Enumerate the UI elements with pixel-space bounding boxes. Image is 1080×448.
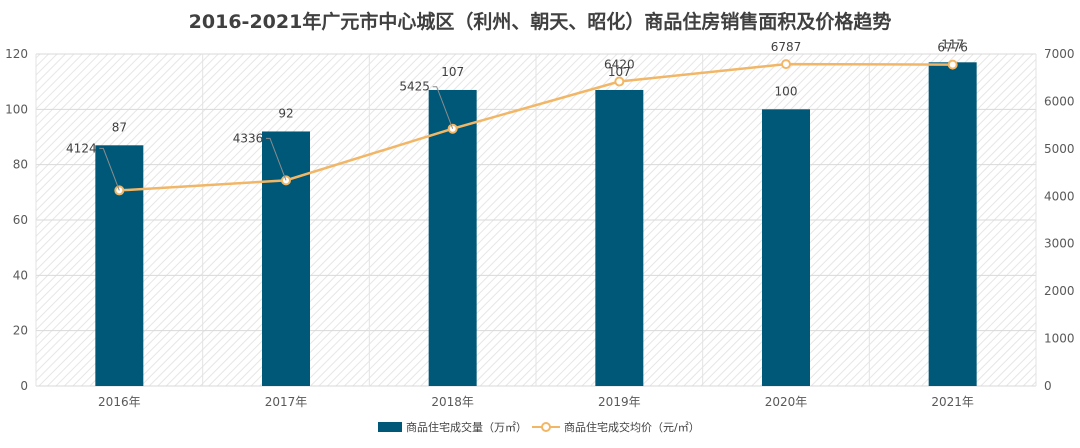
left-axis: 0 20 40 60 80 100 120 — [5, 47, 28, 393]
price-value-label: 4336 — [233, 131, 264, 145]
bar-value-label: 100 — [775, 84, 798, 98]
chart-title: 2016-2021年广元市中心城区（利州、朝天、昭化）商品住房销售面积及价格趋势 — [189, 10, 892, 33]
x-axis: 2016年 2017年 2018年 2019年 2020年 2021年 — [98, 395, 974, 409]
price-line-path — [119, 62, 953, 192]
bar-value-label: 107 — [608, 65, 631, 79]
legend-label-bar: 商品住宅成交量（万㎡） — [406, 420, 527, 434]
bar-5 — [762, 109, 810, 386]
x-tick-label: 2020年 — [765, 395, 808, 409]
left-tick-label: 60 — [13, 213, 28, 227]
left-tick-label: 20 — [13, 324, 28, 338]
price-line — [114, 59, 958, 196]
bar-3 — [428, 89, 477, 386]
data-labels: 87 92 107 107 100 117 4124 4336 5425 6420 6787 6776 — [66, 37, 968, 191]
price-leader-line — [266, 137, 287, 181]
price-point-6 — [947, 59, 958, 70]
price-leader-line — [99, 147, 120, 191]
price-leader-line — [432, 86, 454, 129]
right-tick-label: 6000 — [1044, 94, 1075, 108]
right-tick-label: 7000 — [1044, 47, 1075, 61]
price-value-label: 5425 — [399, 80, 430, 94]
price-value-label: 6776 — [937, 41, 968, 55]
x-tick-label: 2016年 — [98, 395, 141, 409]
right-tick-label: 3000 — [1044, 237, 1075, 251]
x-tick-label: 2019年 — [598, 395, 641, 409]
right-axis: 0 1000 2000 3000 4000 5000 6000 7000 — [1044, 47, 1075, 393]
right-tick-label: 4000 — [1044, 189, 1075, 203]
bar-value-label: 117 — [941, 37, 964, 51]
legend-swatch-marker — [541, 422, 551, 432]
x-tick-label: 2018年 — [431, 395, 474, 409]
x-tick-label: 2021年 — [931, 395, 974, 409]
right-tick-label: 5000 — [1044, 142, 1075, 156]
left-tick-label: 80 — [13, 158, 28, 172]
left-tick-label: 100 — [5, 102, 28, 116]
bar-value-label: 107 — [441, 65, 464, 79]
bar-1 — [95, 145, 144, 386]
price-value-label: 6787 — [771, 40, 802, 54]
price-point-4 — [614, 76, 625, 87]
left-tick-label: 0 — [20, 379, 28, 393]
bar-6 — [928, 62, 977, 387]
price-point-5 — [781, 59, 791, 70]
price-value-label: 6420 — [604, 58, 635, 72]
right-tick-label: 2000 — [1044, 284, 1075, 298]
bar-2 — [262, 131, 310, 386]
bar-4 — [595, 89, 644, 386]
left-tick-label: 40 — [13, 268, 28, 282]
left-tick-label: 120 — [5, 47, 28, 61]
legend: 商品住宅成交量（万㎡） 商品住宅成交均价（元/㎡） — [378, 420, 700, 434]
right-tick-label: 0 — [1044, 379, 1052, 393]
legend-swatch-bar — [378, 422, 402, 432]
bar-value-label: 92 — [278, 106, 293, 120]
bars — [95, 62, 977, 387]
right-tick-label: 1000 — [1044, 332, 1075, 346]
price-value-label: 4124 — [66, 141, 97, 155]
bar-value-label: 87 — [112, 120, 127, 134]
x-tick-label: 2017年 — [265, 395, 308, 409]
legend-label-line: 商品住宅成交均价（元/㎡） — [564, 420, 700, 434]
gridlines — [35, 53, 1037, 387]
